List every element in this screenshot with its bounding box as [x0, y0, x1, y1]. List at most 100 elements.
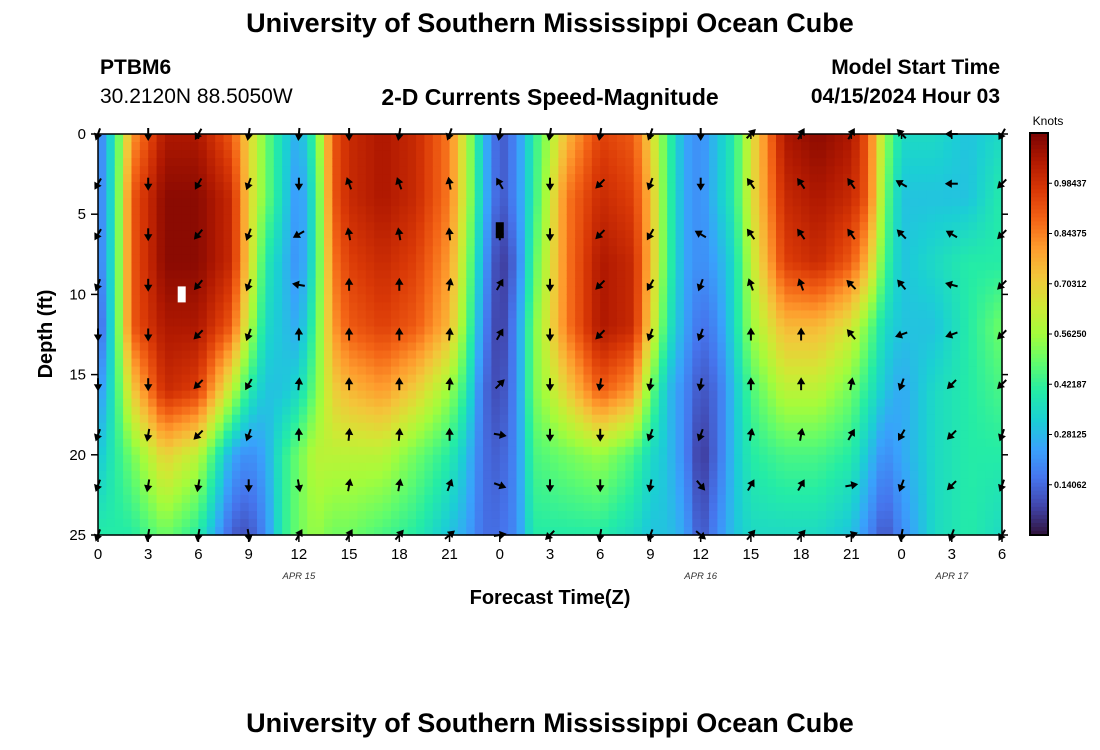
heatmap-cell	[206, 230, 216, 239]
heatmap-cell	[767, 430, 777, 440]
heatmap-cell	[834, 198, 844, 207]
heatmap-cell	[215, 246, 225, 255]
heatmap-cell	[767, 518, 777, 528]
heatmap-cell	[198, 198, 208, 207]
heatmap-cell	[901, 478, 911, 488]
heatmap-cell	[591, 318, 601, 328]
heatmap-cell	[483, 302, 493, 312]
heatmap-cell	[767, 342, 777, 352]
heatmap-cell	[106, 206, 116, 215]
heatmap-cell	[658, 294, 668, 304]
heatmap-cell	[776, 246, 785, 255]
heatmap-cell	[683, 174, 693, 183]
heatmap-cell	[273, 334, 283, 344]
heatmap-cell	[759, 302, 769, 312]
heatmap-cell	[516, 470, 526, 480]
heatmap-cell	[550, 494, 559, 504]
heatmap-cell	[575, 406, 585, 416]
heatmap-cell	[290, 366, 300, 376]
heatmap-cell	[658, 254, 668, 263]
heatmap-cell	[692, 214, 702, 223]
heatmap-cell	[608, 478, 618, 488]
heatmap-cell	[550, 318, 559, 328]
heatmap-cell	[725, 334, 735, 344]
heatmap-cell	[859, 238, 869, 247]
heatmap-cell	[734, 182, 744, 191]
heatmap-cell	[457, 494, 467, 504]
heatmap-cell	[817, 190, 827, 199]
heatmap-cell	[918, 230, 928, 239]
heatmap-cell	[298, 430, 308, 440]
heatmap-cell	[817, 494, 827, 504]
heatmap-cell	[683, 462, 693, 472]
heatmap-cell	[709, 342, 719, 352]
heatmap-cell	[834, 454, 844, 464]
heatmap-cell	[709, 270, 719, 279]
heatmap-cell	[231, 158, 241, 167]
heatmap-cell	[156, 294, 166, 304]
heatmap-cell	[282, 422, 292, 432]
heatmap-cell	[516, 494, 526, 504]
heatmap-cell	[541, 446, 551, 456]
heatmap-cell	[98, 366, 107, 376]
heatmap-cell	[642, 294, 652, 304]
heatmap-cell	[792, 246, 802, 255]
heatmap-cell	[893, 214, 903, 223]
heatmap-cell	[324, 446, 333, 456]
heatmap-cell	[876, 182, 886, 191]
heatmap-cell	[734, 350, 744, 360]
heatmap-cell	[650, 382, 660, 392]
heatmap-cell	[642, 222, 652, 231]
heatmap-cell	[491, 486, 501, 496]
heatmap-cell	[508, 166, 518, 175]
heatmap-cell	[282, 150, 292, 159]
heatmap-cell	[842, 526, 852, 536]
heatmap-cell	[340, 158, 350, 167]
heatmap-cell	[909, 182, 919, 191]
heatmap-cell	[399, 294, 409, 304]
heatmap-cell	[390, 518, 400, 528]
heatmap-cell	[725, 166, 735, 175]
heatmap-cell	[474, 214, 484, 223]
heatmap-cell	[642, 270, 652, 279]
heatmap-cell	[675, 222, 685, 231]
heatmap-cell	[516, 214, 526, 223]
heatmap-cell	[483, 494, 493, 504]
heatmap-cell	[483, 406, 493, 416]
heatmap-cell	[324, 190, 333, 199]
heatmap-cell	[784, 318, 794, 328]
heatmap-cell	[508, 502, 518, 512]
heatmap-cell	[633, 382, 643, 392]
heatmap-cell	[407, 142, 417, 151]
heatmap-cell	[742, 502, 752, 512]
heatmap-cell	[608, 254, 618, 263]
heatmap-cell	[424, 134, 434, 143]
heatmap-cell	[340, 478, 350, 488]
heatmap-cell	[558, 302, 568, 312]
heatmap-cell	[466, 206, 476, 215]
heatmap-cell	[759, 326, 769, 336]
heatmap-cell	[315, 510, 325, 520]
heatmap-cell	[575, 310, 585, 320]
heatmap-cell	[901, 454, 911, 464]
heatmap-cell	[148, 422, 158, 432]
heatmap-cell	[842, 198, 852, 207]
heatmap-cell	[441, 494, 451, 504]
heatmap-cell	[231, 462, 241, 472]
heatmap-cell	[600, 262, 610, 271]
heatmap-cell	[834, 502, 844, 512]
heatmap-cell	[190, 270, 200, 279]
heatmap-cell	[349, 270, 359, 279]
heatmap-cell	[809, 446, 819, 456]
heatmap-cell	[508, 214, 518, 223]
heatmap-cell	[441, 262, 451, 271]
heatmap-cell	[148, 414, 158, 424]
heatmap-cell	[809, 270, 819, 279]
heatmap-cell	[884, 342, 894, 352]
heatmap-cell	[734, 166, 744, 175]
heatmap-cell	[583, 470, 593, 480]
heatmap-cell	[884, 286, 894, 295]
heatmap-cell	[374, 134, 384, 143]
heatmap-cell	[575, 422, 585, 432]
heatmap-cell	[349, 278, 359, 287]
